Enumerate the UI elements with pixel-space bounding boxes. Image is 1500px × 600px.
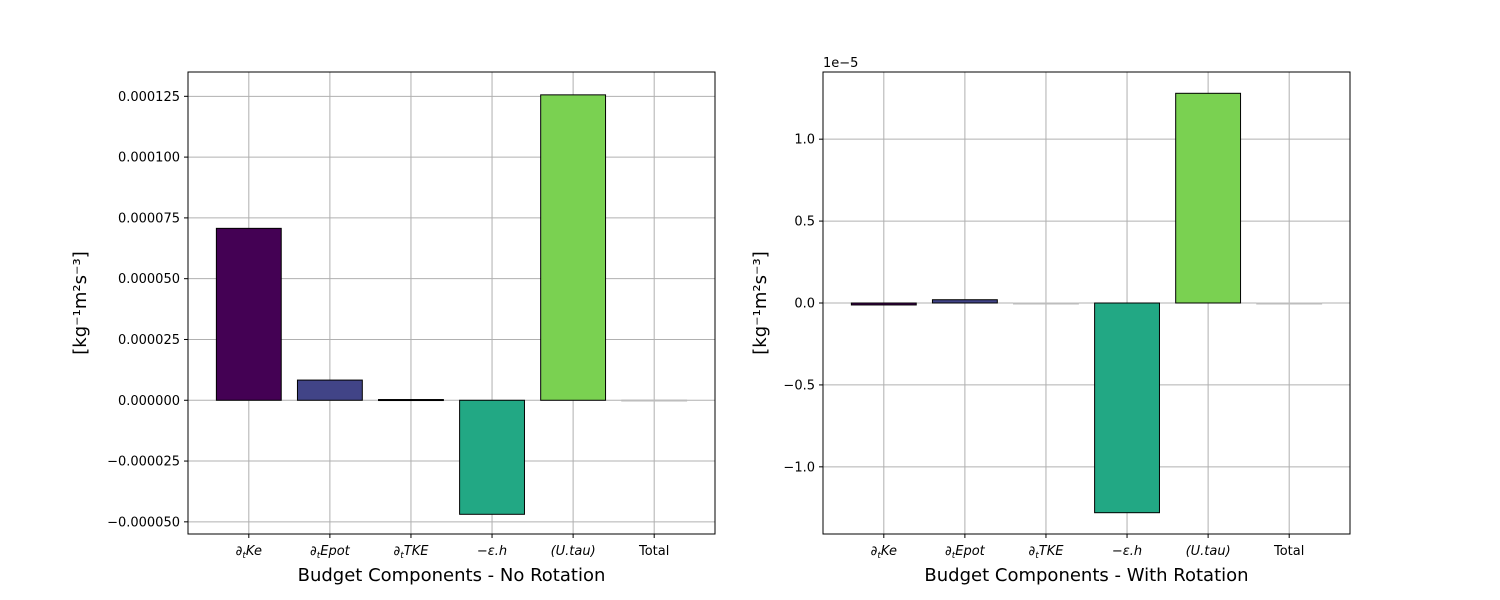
- y-ticks: −1.0 −0.5 0.0 0.5 1.0: [783, 133, 823, 475]
- y-tick-label: 0.5: [794, 215, 815, 230]
- bar-1: [850, 302, 917, 306]
- x-tick-label: ∂tEpot: [310, 544, 351, 561]
- bar-6: [1256, 302, 1323, 305]
- bar-3: [378, 399, 444, 402]
- y-axis-label: [kg⁻¹m²s⁻³]: [750, 251, 771, 354]
- x-tick-label: ∂tEpot: [945, 544, 986, 561]
- y-tick-label: 1.0: [794, 133, 815, 148]
- y-tick-label: 0.000075: [118, 211, 180, 226]
- axes-frame: [187, 71, 716, 535]
- y-offset-label: 1e−5: [823, 56, 858, 71]
- bar-1: [215, 227, 282, 401]
- x-axis-label: Budget Components - With Rotation: [924, 565, 1248, 586]
- chart-no-rotation: −0.000050 −0.000025 0.000000 0.000025 0.0000…: [70, 71, 716, 586]
- y-tick-label: 0.000025: [118, 333, 180, 348]
- x-tick-label: −ε.h: [1112, 544, 1142, 559]
- x-tick-label: (U.tau): [1186, 544, 1231, 559]
- y-tick-label: 0.000050: [118, 272, 180, 287]
- bar-2: [296, 379, 363, 401]
- bar-3: [1013, 302, 1079, 305]
- y-tick-label: −0.000025: [107, 455, 180, 470]
- bar-4: [459, 399, 525, 515]
- x-tick-label: ∂tKe: [871, 544, 897, 561]
- y-ticks: −0.000050 −0.000025 0.000000 0.000025 0.0000…: [107, 90, 188, 530]
- bar-5: [1175, 92, 1242, 304]
- x-tick-label: (U.tau): [551, 544, 596, 559]
- y-tick-label: 0.0: [794, 297, 815, 312]
- y-tick-label: −0.5: [783, 378, 815, 393]
- x-tick-label: ∂tKe: [236, 544, 262, 561]
- chart-with-rotation: −1.0 −0.5 0.0 0.5 1.0 ∂tKe ∂tEpot ∂tTKE −ε.h (U.…: [750, 56, 1351, 586]
- bar-5: [540, 94, 607, 401]
- x-ticks: ∂tKe ∂tEpot ∂tTKE −ε.h (U.tau) Total: [871, 534, 1304, 561]
- bar-6: [621, 399, 688, 402]
- x-tick-label: Total: [1273, 544, 1304, 559]
- x-tick-label: −ε.h: [477, 544, 507, 559]
- x-axis-label: Budget Components - No Rotation: [298, 565, 606, 586]
- y-axis-label: [kg⁻¹m²s⁻³]: [70, 251, 91, 354]
- y-tick-label: −1.0: [783, 460, 815, 475]
- bars: [850, 92, 1323, 514]
- bar-4: [1094, 302, 1160, 514]
- bars: [215, 94, 688, 515]
- y-tick-label: 0.000125: [118, 90, 180, 105]
- y-tick-label: 0.000100: [118, 151, 180, 166]
- x-tick-label: Total: [638, 544, 669, 559]
- y-tick-label: 0.000000: [118, 394, 180, 409]
- y-tick-label: −0.000050: [107, 515, 180, 530]
- bar-2: [931, 299, 998, 304]
- x-tick-label: ∂tTKE: [1028, 544, 1064, 561]
- x-ticks: ∂tKe ∂tEpot ∂tTKE −ε.h (U.tau) Total: [236, 534, 669, 561]
- x-tick-label: ∂tTKE: [393, 544, 429, 561]
